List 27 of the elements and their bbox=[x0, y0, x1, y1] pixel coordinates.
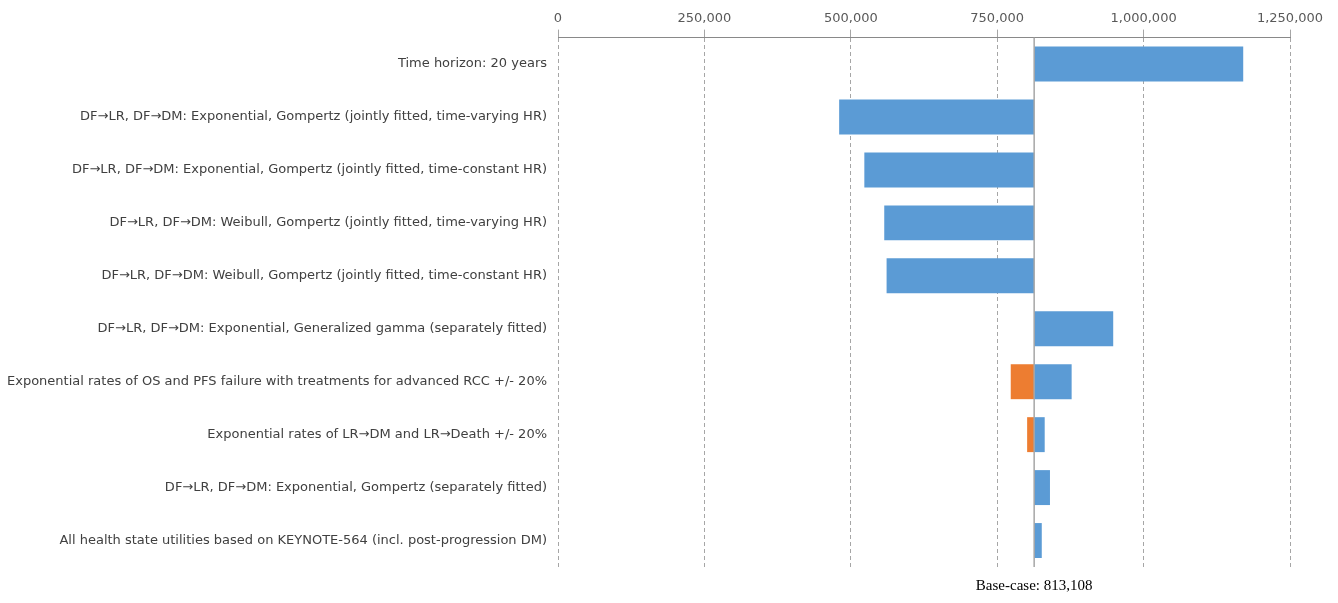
bar bbox=[1010, 364, 1035, 400]
bar bbox=[884, 205, 1035, 241]
bar bbox=[1034, 46, 1244, 82]
y-tick-label: DF→LR, DF→DM: Exponential, Generalized gamma (separately fitted) bbox=[97, 320, 548, 336]
bar bbox=[1034, 311, 1114, 347]
y-tick-label: DF→LR, DF→DM: Exponential, Gompertz (separately fitted) bbox=[164, 478, 548, 494]
y-tick-label: Exponential rates of OS and PFS failure with treatments for advanced RCC +/- 20% bbox=[6, 373, 548, 389]
x-tick-label: 1,000,000 bbox=[1110, 10, 1177, 26]
x-tick-label: 1,250,000 bbox=[1256, 10, 1324, 26]
ref-line-label: Base-case: 813,108 bbox=[975, 577, 1093, 594]
bar bbox=[839, 99, 1035, 135]
x-tick-label: 750,000 bbox=[970, 10, 1025, 26]
x-tick-label: 500,000 bbox=[823, 10, 878, 26]
bar bbox=[886, 258, 1035, 294]
bar bbox=[864, 152, 1035, 188]
x-tick-label: 250,000 bbox=[677, 10, 732, 26]
bar bbox=[1034, 364, 1072, 400]
y-tick-label: DF→LR, DF→DM: Weibull, Gompertz (jointly fitted, time-constant HR) bbox=[101, 267, 548, 283]
bar bbox=[1034, 417, 1045, 453]
y-tick-label: All health state utilities based on KEYNOTE-564 (incl. post-progression DM) bbox=[59, 531, 548, 547]
y-tick-label: Exponential rates of LR→DM and LR→Death +/- 20% bbox=[207, 426, 548, 442]
y-tick-label: DF→LR, DF→DM: Exponential, Gompertz (jointly fitted, time-varying HR) bbox=[80, 108, 548, 124]
bar bbox=[1034, 470, 1050, 506]
y-tick-label: Time horizon: 20 years bbox=[396, 55, 548, 71]
x-tick-label: 0 bbox=[553, 10, 563, 26]
y-tick-label: DF→LR, DF→DM: Weibull, Gompertz (jointly fitted, time-varying HR) bbox=[109, 214, 548, 230]
y-tick-label: DF→LR, DF→DM: Exponential, Gompertz (jointly fitted, time-constant HR) bbox=[71, 161, 548, 177]
